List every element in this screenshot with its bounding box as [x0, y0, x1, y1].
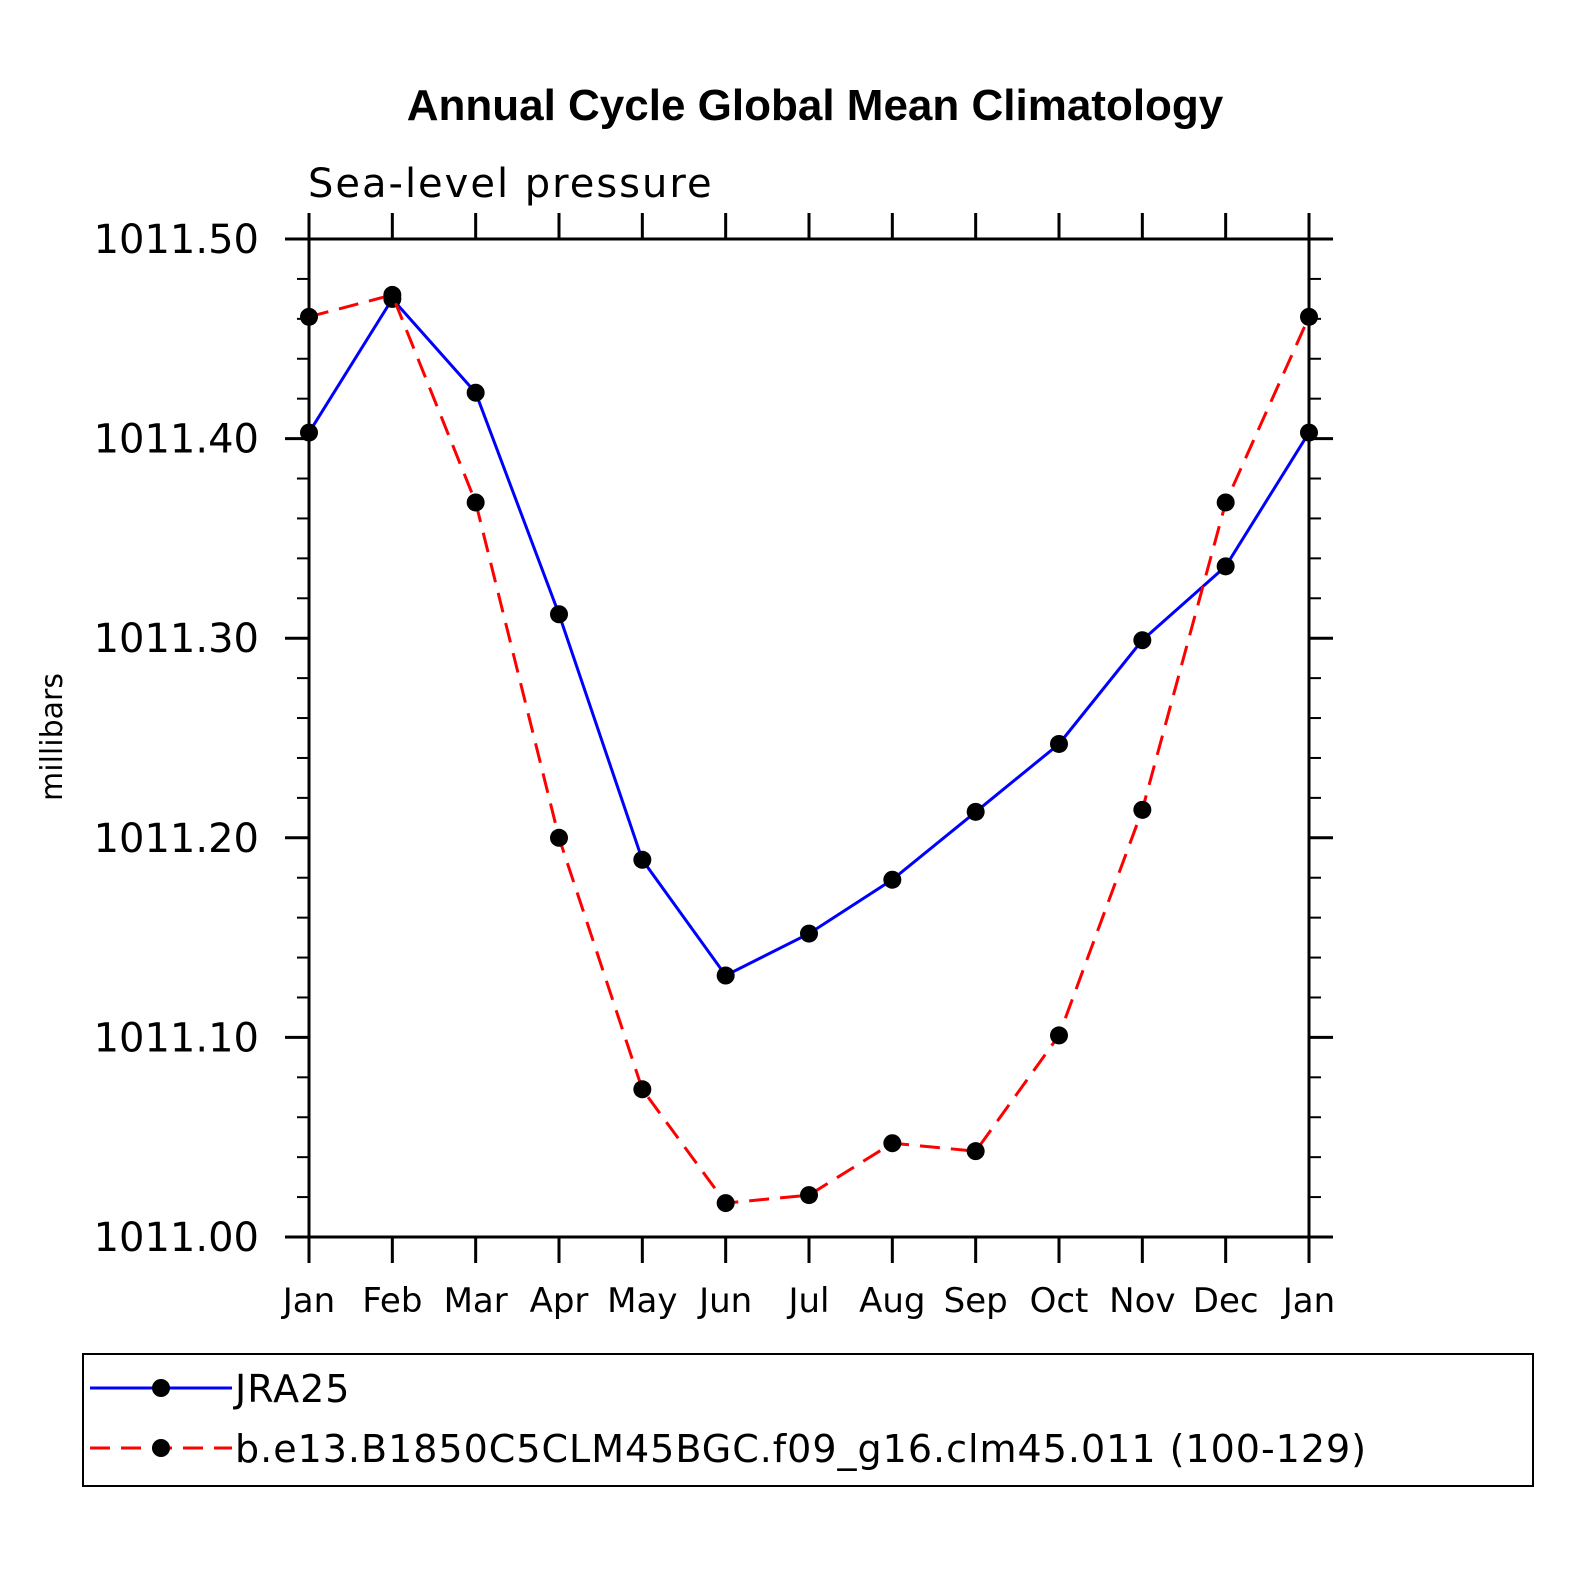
x-tick-label: Oct	[1030, 1281, 1089, 1321]
y-tick-label: 1011.40	[94, 417, 259, 463]
data-point-series-1	[966, 802, 985, 821]
y-ticks: 1011.00 1011.10 1011.20 1011.30 1011.40 1011.…	[94, 217, 1333, 1261]
x-tick-label: May	[607, 1281, 677, 1321]
data-point-series-2	[1050, 1026, 1068, 1045]
plot-frame	[307, 237, 1311, 1239]
data-point-series-1	[550, 605, 568, 624]
x-ticks: Jan Feb Mar Apr May Jun Jul Aug Sep Oct Nov Dec Jan	[281, 213, 1335, 1321]
y-tick-label: 1011.20	[94, 816, 259, 862]
y-tick-label: 1011.10	[94, 1015, 259, 1061]
data-point-series-2	[1300, 307, 1318, 326]
data-point-series-2	[550, 828, 568, 847]
data-point-series-2	[883, 1134, 902, 1153]
legend: JRA25 b.e13.B1850C5CLM45BGC.f09_g16.clm45…	[82, 1353, 1534, 1487]
y-tick-label: 1011.30	[94, 616, 259, 662]
chart-title: Annual Cycle Global Mean Climatology	[407, 81, 1224, 130]
x-tick-label: Sep	[944, 1281, 1008, 1321]
x-tick-label: Dec	[1193, 1281, 1259, 1321]
data-point-series-2	[966, 1142, 985, 1161]
y-tick-label: 1011.00	[94, 1215, 259, 1261]
data-point-series-1	[1300, 423, 1318, 442]
data-point-series-2	[633, 1080, 652, 1099]
data-point-series-1	[466, 383, 485, 402]
data-point-series-1	[800, 924, 818, 943]
x-tick-label: Nov	[1109, 1281, 1175, 1321]
x-tick-label: Aug	[859, 1281, 925, 1321]
data-point-series-2	[1216, 493, 1235, 512]
y-tick-label: 1011.50	[94, 217, 259, 263]
x-tick-label: Jan	[281, 1281, 335, 1321]
x-tick-label: Jul	[786, 1281, 829, 1321]
y-axis-label: millibars	[35, 673, 70, 801]
legend-box	[82, 1353, 1534, 1487]
data-point-series-1	[1133, 631, 1152, 650]
legend-marker-2	[152, 1439, 170, 1457]
data-point-series-1	[1216, 557, 1235, 576]
series-line-1	[307, 296, 1311, 978]
data-point-series-1	[300, 423, 318, 442]
plot-border	[307, 237, 1311, 1239]
data-point-series-2	[466, 493, 485, 512]
data-point-series-2	[800, 1186, 818, 1205]
legend-label-1: JRA25	[233, 1367, 350, 1411]
data-point-series-2	[300, 307, 318, 326]
series-line-2	[308, 293, 1311, 1205]
chart-subtitle: Sea-level pressure	[308, 161, 714, 207]
x-tick-label: Feb	[362, 1281, 422, 1321]
x-tick-label: Jun	[697, 1281, 752, 1321]
legend-label-2: b.e13.B1850C5CLM45BGC.f09_g16.clm45.011 …	[235, 1427, 1367, 1471]
x-tick-label: Mar	[444, 1281, 508, 1321]
data-point-series-1	[633, 850, 652, 869]
legend-marker-1	[152, 1379, 170, 1397]
x-tick-label: Apr	[530, 1281, 589, 1321]
data-point-series-1	[1050, 734, 1068, 753]
x-tick-label: Jan	[1281, 1281, 1335, 1321]
data-point-series-2	[1133, 800, 1152, 819]
data-point-series-2	[383, 285, 402, 304]
data-point-series-2	[716, 1194, 735, 1213]
series-layer	[300, 285, 1318, 1213]
data-point-series-1	[883, 870, 902, 889]
data-point-series-1	[716, 966, 735, 985]
